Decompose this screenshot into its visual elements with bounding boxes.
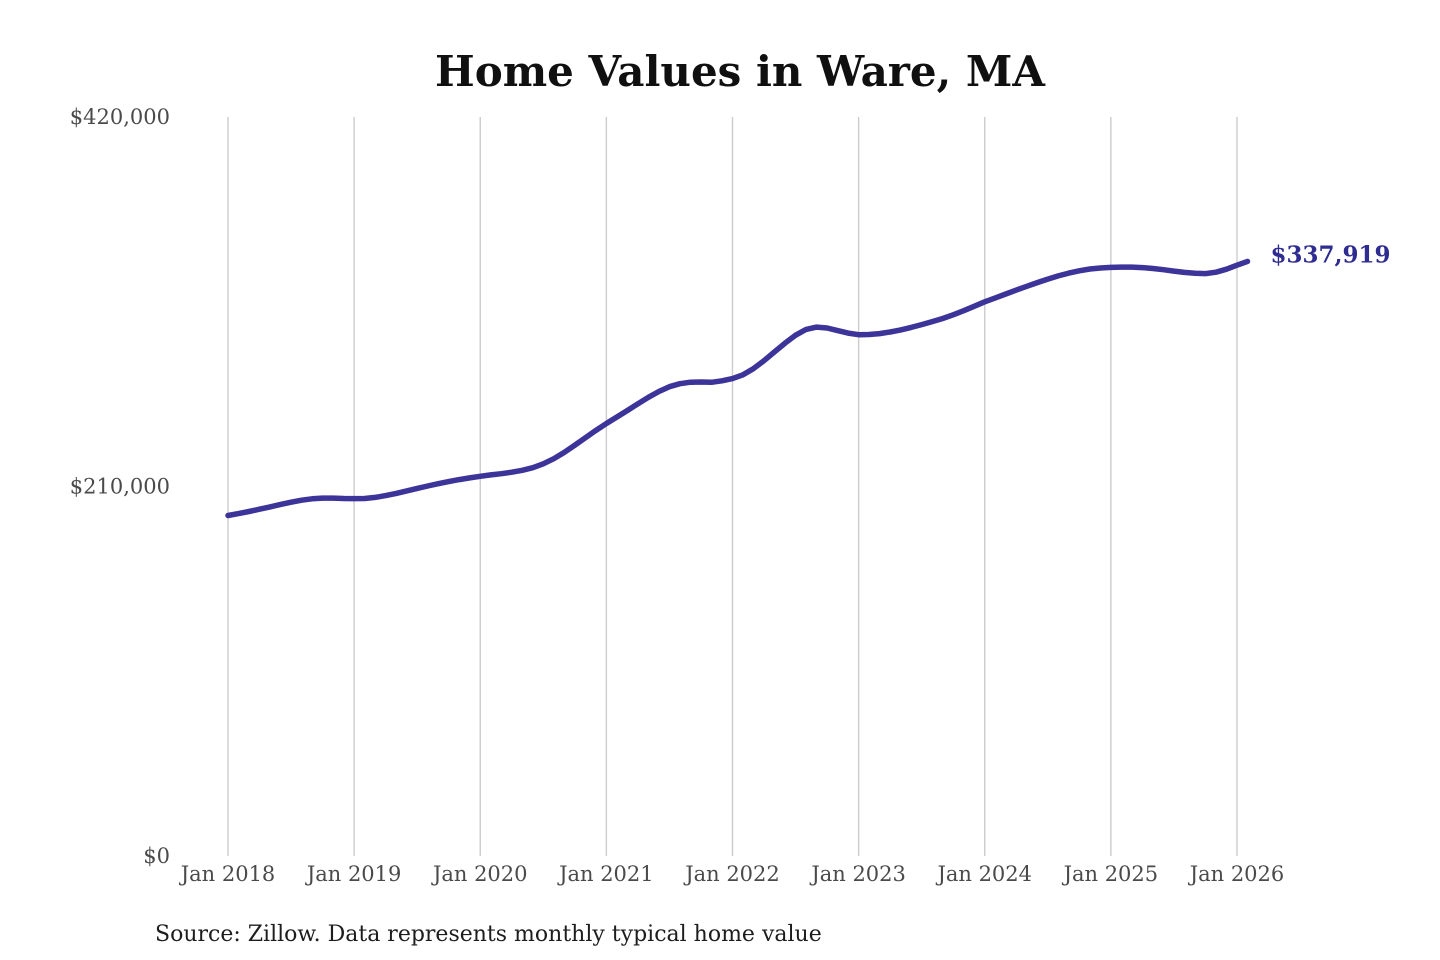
- latest-value-label: $337,919: [1271, 241, 1391, 268]
- x-tick-label: Jan 2020: [431, 862, 528, 886]
- source-attribution-note: Source: Zillow. Data represents monthly …: [155, 922, 822, 947]
- x-tick-label: Jan 2018: [179, 862, 276, 886]
- y-tick-label: $0: [143, 844, 170, 868]
- x-tick-label: Jan 2021: [557, 862, 654, 886]
- y-tick-label: $420,000: [70, 105, 170, 129]
- y-axis-tick-labels: $0 $210,000 $420,000: [70, 105, 170, 868]
- x-tick-label: Jan 2019: [305, 862, 402, 886]
- vertical-gridlines: [227, 117, 1238, 856]
- chart-title: Home Values in Ware, MA: [435, 47, 1046, 96]
- home-value-line-series: [225, 258, 1251, 519]
- x-tick-label: Jan 2024: [935, 862, 1032, 886]
- x-tick-label: Jan 2025: [1062, 862, 1159, 886]
- x-axis-tick-labels: Jan 2018 Jan 2019 Jan 2020 Jan 2021 Jan 2022…: [179, 862, 1285, 886]
- x-tick-label: Jan 2026: [1188, 862, 1285, 886]
- y-tick-label: $210,000: [70, 475, 170, 499]
- x-tick-label: Jan 2022: [683, 862, 780, 886]
- x-tick-label: Jan 2023: [809, 862, 906, 886]
